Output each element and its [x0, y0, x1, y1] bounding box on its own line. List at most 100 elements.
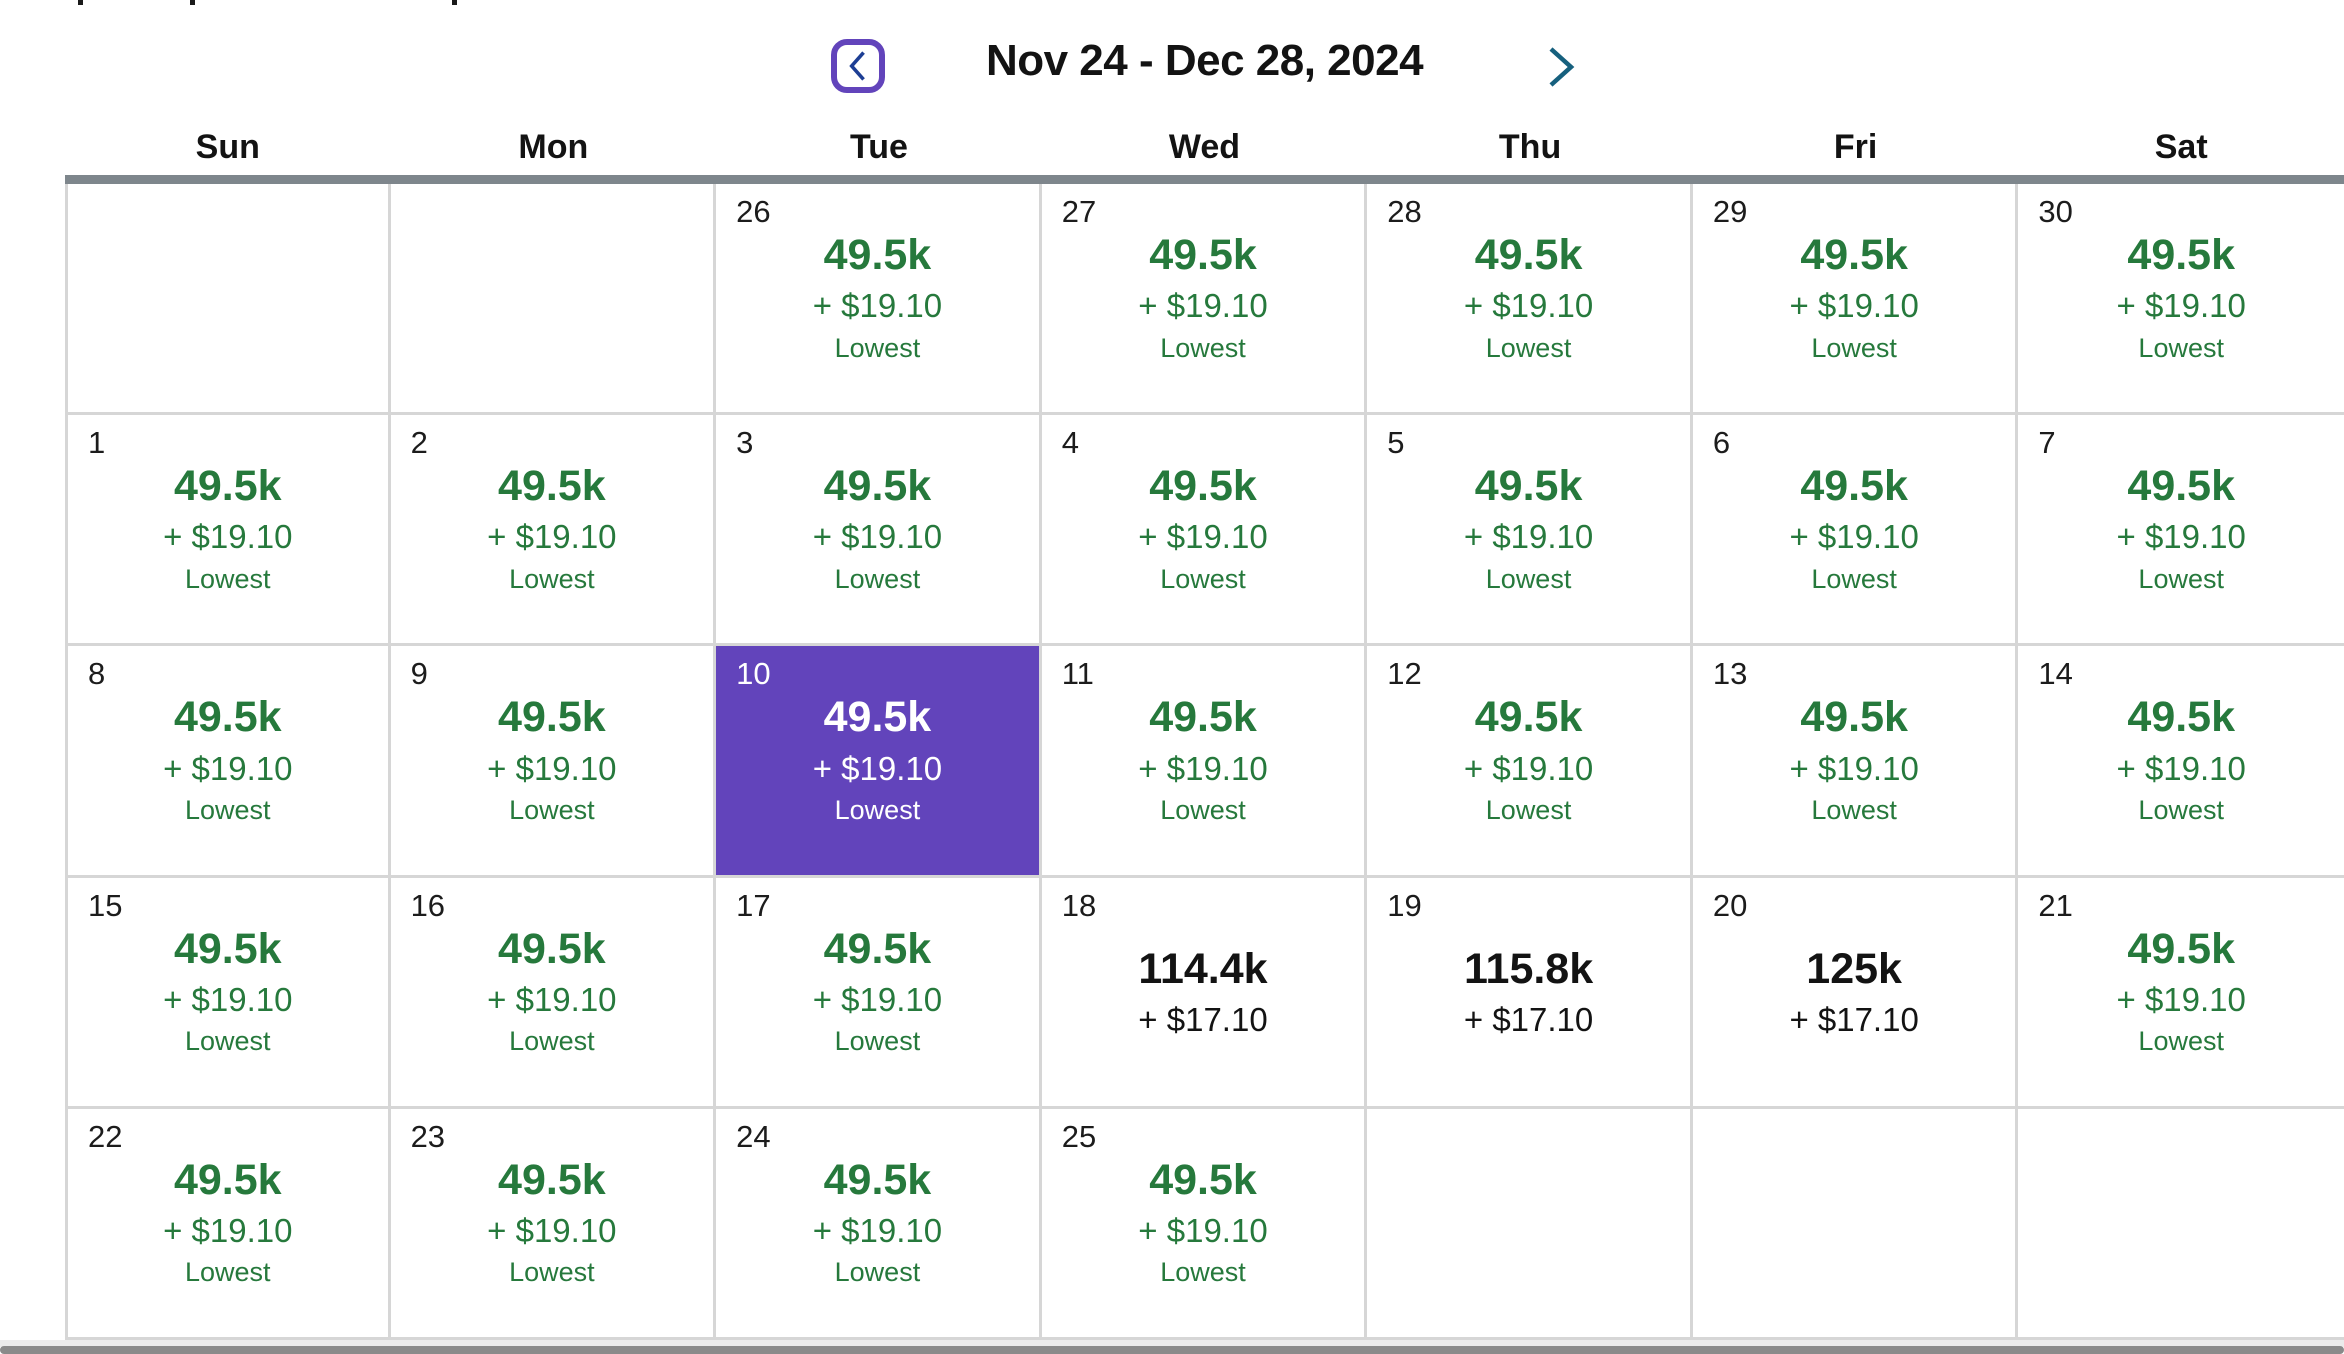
calendar-day-cell[interactable]: 1 49.5k + $19.10 Lowest [65, 415, 391, 647]
calendar-day-cell[interactable]: 5 49.5k + $19.10 Lowest [1367, 415, 1693, 647]
fare-info: 49.5k + $19.10 Lowest [716, 924, 1039, 1057]
taxes-fees: + $19.10 [1138, 1212, 1268, 1250]
fare-info: 49.5k + $19.10 Lowest [391, 694, 714, 825]
calendar-day-cell[interactable]: 11 49.5k + $19.10 Lowest [1041, 646, 1368, 878]
calendar-day-cell[interactable]: 3 49.5k + $19.10 Lowest [716, 415, 1042, 647]
calendar-day-cell[interactable]: 17 49.5k + $19.10 Lowest [716, 877, 1042, 1109]
fare-badge: Lowest [834, 794, 921, 825]
calendar-day-cell[interactable]: 6 49.5k + $19.10 Lowest [1692, 415, 2019, 647]
fare-info: 49.5k + $19.10 Lowest [391, 1155, 714, 1288]
day-number: 6 [1712, 425, 1731, 461]
day-number: 17 [736, 887, 771, 923]
calendar-day-cell[interactable]: 12 49.5k + $19.10 Lowest [1367, 646, 1693, 878]
miles-price: 114.4k [1138, 944, 1268, 993]
calendar-day-cell[interactable]: 30 49.5k + $19.10 Lowest [2018, 184, 2344, 416]
taxes-fees: + $17.10 [1463, 1000, 1594, 1038]
calendar-day-cell[interactable]: 28 49.5k + $19.10 Lowest [1367, 184, 1693, 416]
fare-info: 49.5k + $19.10 Lowest [1367, 462, 1690, 594]
calendar-range-title: Nov 24 - Dec 28, 2024 [985, 36, 1424, 85]
miles-price: 49.5k [1800, 693, 1908, 742]
next-month-button[interactable] [1537, 43, 1583, 91]
day-number: 18 [1061, 887, 1097, 923]
weekday-label-thu: Thu [1498, 128, 1562, 166]
fare-badge: Lowest [509, 1026, 595, 1057]
miles-price: 49.5k [823, 924, 932, 973]
miles-price: 49.5k [173, 924, 282, 973]
calendar-day-cell[interactable]: 2 49.5k + $19.10 Lowest [390, 415, 717, 647]
fare-badge: Lowest [509, 563, 595, 594]
fare-info: 49.5k + $19.10 Lowest [1367, 694, 1690, 825]
calendar-day-cell[interactable]: 25 49.5k + $19.10 Lowest [1041, 1108, 1368, 1340]
fare-badge: Lowest [834, 1026, 921, 1057]
day-number: 8 [88, 656, 106, 692]
miles-price: 49.5k [823, 462, 932, 511]
prev-month-button[interactable] [831, 39, 885, 93]
calendar-day-cell[interactable]: 13 49.5k + $19.10 Lowest [1692, 646, 2019, 878]
chevron-right-icon [1549, 47, 1575, 87]
fare-info: 49.5k + $19.10 Lowest [391, 924, 714, 1057]
taxes-fees: + $19.10 [163, 980, 293, 1018]
taxes-fees: + $19.10 [2116, 980, 2246, 1018]
calendar-day-cell[interactable]: 9 49.5k + $19.10 Lowest [390, 646, 717, 878]
calendar-day-cell[interactable]: 22 49.5k + $19.10 Lowest [65, 1108, 391, 1340]
miles-price: 49.5k [2127, 924, 2236, 973]
fare-badge: Lowest [834, 563, 921, 594]
fare-badge: Lowest [1485, 794, 1572, 825]
calendar-day-cell[interactable]: 4 49.5k + $19.10 Lowest [1041, 415, 1368, 647]
miles-price: 49.5k [1800, 462, 1908, 511]
calendar-empty-cell [2018, 1108, 2344, 1340]
fare-badge: Lowest [185, 563, 271, 594]
miles-price: 49.5k [2127, 693, 2236, 742]
miles-price: 49.5k [1474, 693, 1583, 742]
miles-price: 49.5k [498, 1155, 606, 1204]
miles-price: 49.5k [498, 924, 606, 973]
fare-info: 49.5k + $19.10 Lowest [716, 231, 1039, 363]
fare-badge: Lowest [2138, 794, 2224, 825]
calendar-day-cell[interactable]: 21 49.5k + $19.10 Lowest [2018, 877, 2344, 1109]
taxes-fees: + $19.10 [812, 1212, 943, 1250]
fare-info: 49.5k + $19.10 Lowest [68, 1156, 388, 1288]
clipped-text-fragment [452, 0, 457, 5]
fare-info: 49.5k + $19.10 Lowest [1693, 694, 2016, 825]
day-number: 24 [736, 1118, 771, 1154]
miles-price: 49.5k [1474, 231, 1583, 279]
weekday-label-sat: Sat [2154, 128, 2208, 166]
calendar-day-cell[interactable]: 19 115.8k + $17.10 [1367, 877, 1693, 1109]
fare-badge: Lowest [1160, 794, 1246, 825]
calendar-day-cell[interactable]: 15 49.5k + $19.10 Lowest [65, 877, 391, 1109]
calendar-day-cell[interactable]: 27 49.5k + $19.10 Lowest [1041, 184, 1368, 416]
fare-info: 115.8k + $17.10 [1367, 945, 1690, 1039]
weekday-label-tue: Tue [849, 128, 908, 166]
taxes-fees: + $19.10 [1138, 749, 1268, 787]
day-number: 7 [2038, 425, 2056, 461]
day-number: 4 [1061, 425, 1079, 461]
fare-info: 49.5k + $19.10 Lowest [391, 462, 714, 594]
fare-badge: Lowest [2138, 332, 2224, 363]
taxes-fees: + $19.10 [1463, 749, 1594, 787]
clipped-text-fragment [78, 0, 83, 5]
fare-badge: Lowest [1160, 563, 1246, 594]
calendar-day-cell[interactable]: 18 114.4k + $17.10 [1041, 877, 1368, 1109]
calendar-day-cell[interactable]: 7 49.5k + $19.10 Lowest [2018, 415, 2344, 647]
miles-price: 49.5k [498, 693, 606, 742]
calendar-day-cell[interactable]: 24 49.5k + $19.10 Lowest [716, 1108, 1042, 1340]
calendar-day-cell[interactable]: 16 49.5k + $19.10 Lowest [390, 877, 717, 1109]
calendar-day-cell[interactable]: 8 49.5k + $19.10 Lowest [65, 646, 391, 878]
horizontal-scrollbar[interactable] [0, 1346, 2344, 1354]
calendar-empty-cell [1367, 1108, 1693, 1340]
calendar-day-cell[interactable]: 20 125k + $17.10 [1692, 877, 2019, 1109]
calendar-day-cell[interactable]: 26 49.5k + $19.10 Lowest [716, 184, 1042, 416]
day-number: 22 [88, 1118, 123, 1154]
calendar-day-cell[interactable]: 29 49.5k + $19.10 Lowest [1692, 184, 2019, 416]
day-number: 2 [410, 425, 428, 461]
taxes-fees: + $19.10 [163, 749, 293, 787]
calendar-day-cell[interactable]: 23 49.5k + $19.10 Lowest [390, 1108, 717, 1340]
fare-info: 125k + $17.10 [1693, 945, 2016, 1039]
day-number: 3 [736, 425, 754, 461]
taxes-fees: + $19.10 [812, 518, 943, 556]
fare-info: 49.5k + $19.10 Lowest [716, 694, 1039, 825]
calendar-day-cell[interactable]: 14 49.5k + $19.10 Lowest [2018, 646, 2344, 878]
calendar-empty-cell [65, 184, 391, 416]
weekday-label-sun: Sun [195, 128, 260, 166]
calendar-day-cell[interactable]: 10 49.5k + $19.10 Lowest [716, 646, 1042, 878]
